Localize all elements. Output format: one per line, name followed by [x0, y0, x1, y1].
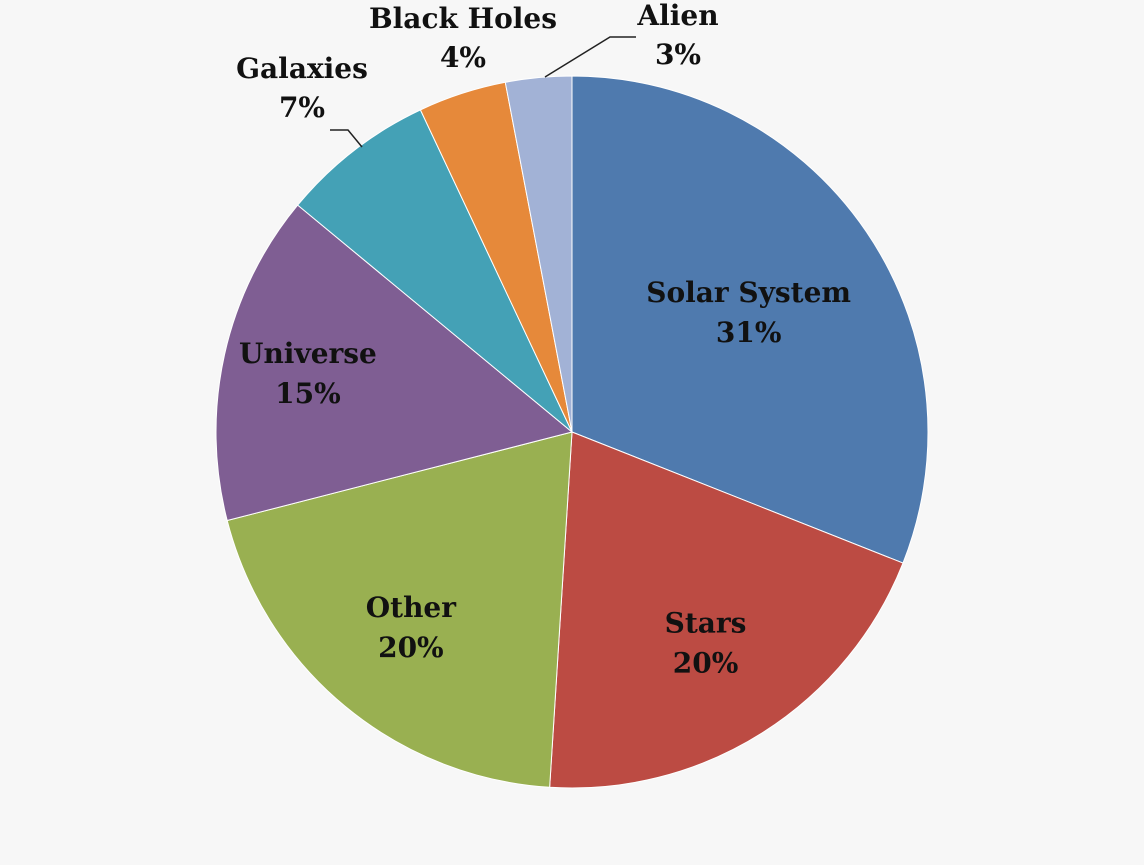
pie-slice-alien	[504, 75, 573, 433]
pie-slice-other	[226, 431, 573, 788]
slice-label-black-holes: Black Holes	[369, 2, 557, 35]
pie-slice-universe	[215, 204, 574, 522]
slice-value-universe: 15%	[275, 377, 341, 410]
data-labels-layer: Solar System 31% Stars 20% Other 20% Universe 1…	[236, 0, 851, 679]
slice-value-solar-system: 31%	[716, 316, 782, 349]
slice-label-other: Other	[366, 591, 457, 624]
leader-line-galaxies	[330, 129, 363, 148]
slice-value-other: 20%	[378, 631, 444, 664]
slice-value-black-holes: 4%	[440, 41, 486, 74]
slice-label-galaxies: Galaxies	[236, 52, 368, 85]
slice-value-stars: 20%	[673, 646, 739, 679]
pie-slice-solar-system	[571, 75, 929, 564]
slice-label-alien: Alien	[636, 0, 718, 32]
leader-lines-layer	[330, 36, 636, 148]
slices-layer	[215, 75, 929, 789]
slice-value-galaxies: 7%	[279, 91, 325, 124]
pie-slice-galaxies	[296, 109, 573, 433]
leader-line-alien	[544, 36, 636, 78]
slice-label-stars: Stars	[665, 606, 747, 639]
slice-value-alien: 3%	[655, 38, 701, 71]
slice-label-universe: Universe	[239, 337, 377, 370]
slice-label-solar-system: Solar System	[646, 276, 851, 309]
pie-slice-stars	[549, 431, 904, 789]
